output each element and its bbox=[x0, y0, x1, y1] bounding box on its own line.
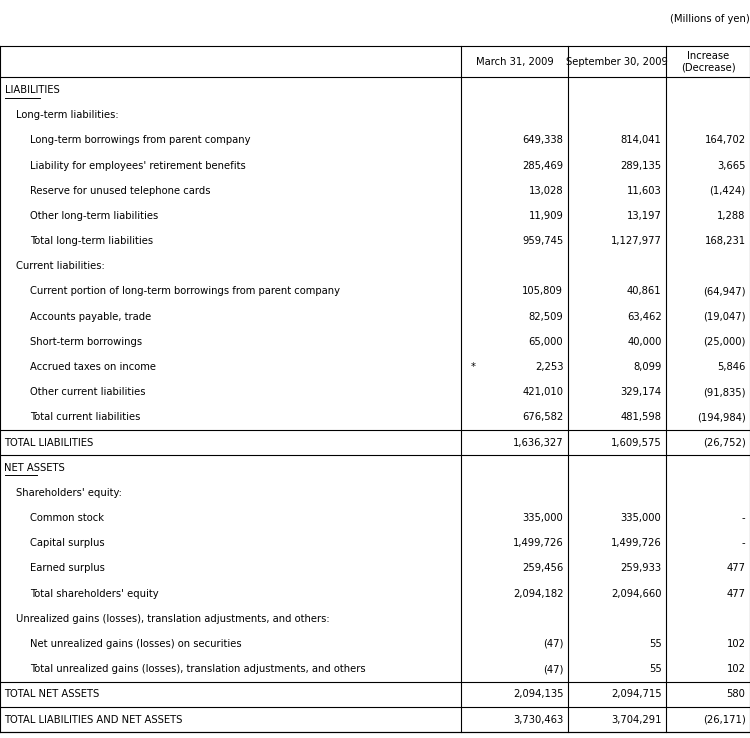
Text: 2,253: 2,253 bbox=[535, 362, 563, 372]
Text: (47): (47) bbox=[543, 664, 563, 674]
Text: TOTAL LIABILITIES: TOTAL LIABILITIES bbox=[4, 438, 94, 447]
Text: Earned surplus: Earned surplus bbox=[30, 563, 105, 573]
Text: Total shareholders' equity: Total shareholders' equity bbox=[30, 589, 159, 599]
Text: 335,000: 335,000 bbox=[621, 513, 662, 523]
Text: 13,028: 13,028 bbox=[529, 186, 563, 196]
Text: (26,171): (26,171) bbox=[703, 714, 746, 725]
Text: 477: 477 bbox=[727, 563, 746, 573]
Text: March 31, 2009: March 31, 2009 bbox=[476, 57, 554, 66]
Text: 676,582: 676,582 bbox=[522, 413, 563, 422]
Text: 649,338: 649,338 bbox=[522, 136, 563, 145]
Text: 82,509: 82,509 bbox=[529, 311, 563, 322]
Text: Current portion of long-term borrowings from parent company: Current portion of long-term borrowings … bbox=[30, 286, 340, 297]
Text: (Millions of yen): (Millions of yen) bbox=[670, 13, 750, 24]
Text: 11,909: 11,909 bbox=[528, 211, 563, 221]
Text: (25,000): (25,000) bbox=[704, 337, 746, 347]
Text: 814,041: 814,041 bbox=[621, 136, 662, 145]
Text: September 30, 2009: September 30, 2009 bbox=[566, 57, 668, 66]
Text: 285,469: 285,469 bbox=[522, 161, 563, 170]
Text: 1,499,726: 1,499,726 bbox=[610, 538, 662, 548]
Text: -: - bbox=[742, 513, 746, 523]
Text: 2,094,182: 2,094,182 bbox=[513, 589, 563, 599]
Text: 102: 102 bbox=[727, 664, 746, 674]
Text: LIABILITIES: LIABILITIES bbox=[4, 85, 59, 95]
Text: Other long-term liabilities: Other long-term liabilities bbox=[30, 211, 158, 221]
Text: (19,047): (19,047) bbox=[703, 311, 746, 322]
Text: 259,933: 259,933 bbox=[620, 563, 662, 573]
Text: 168,231: 168,231 bbox=[704, 236, 746, 246]
Text: 164,702: 164,702 bbox=[704, 136, 746, 145]
Text: 2,094,135: 2,094,135 bbox=[513, 689, 563, 700]
Text: 5,846: 5,846 bbox=[717, 362, 746, 372]
Text: *: * bbox=[470, 362, 476, 372]
Text: 40,000: 40,000 bbox=[627, 337, 662, 347]
Text: 8,099: 8,099 bbox=[633, 362, 662, 372]
Text: 1,127,977: 1,127,977 bbox=[610, 236, 662, 246]
Text: 13,197: 13,197 bbox=[627, 211, 662, 221]
Text: (1,424): (1,424) bbox=[710, 186, 746, 196]
Text: Net unrealized gains (losses) on securities: Net unrealized gains (losses) on securit… bbox=[30, 639, 242, 649]
Text: Common stock: Common stock bbox=[30, 513, 104, 523]
Text: (47): (47) bbox=[543, 639, 563, 649]
Text: 3,704,291: 3,704,291 bbox=[611, 714, 662, 725]
Text: Long-term liabilities:: Long-term liabilities: bbox=[16, 110, 119, 120]
Text: 3,665: 3,665 bbox=[717, 161, 746, 170]
Text: 481,598: 481,598 bbox=[620, 413, 662, 422]
Text: Total long-term liabilities: Total long-term liabilities bbox=[30, 236, 153, 246]
Text: 40,861: 40,861 bbox=[627, 286, 662, 297]
Text: 959,745: 959,745 bbox=[522, 236, 563, 246]
Text: (194,984): (194,984) bbox=[697, 413, 746, 422]
Text: 259,456: 259,456 bbox=[522, 563, 563, 573]
Text: Unrealized gains (losses), translation adjustments, and others:: Unrealized gains (losses), translation a… bbox=[16, 614, 330, 624]
Text: Increase
(Decrease): Increase (Decrease) bbox=[681, 51, 735, 72]
Text: Accrued taxes on income: Accrued taxes on income bbox=[30, 362, 156, 372]
Text: Short-term borrowings: Short-term borrowings bbox=[30, 337, 142, 347]
Text: 289,135: 289,135 bbox=[620, 161, 662, 170]
Text: (64,947): (64,947) bbox=[703, 286, 746, 297]
Text: Total current liabilities: Total current liabilities bbox=[30, 413, 140, 422]
Text: NET ASSETS: NET ASSETS bbox=[4, 463, 65, 473]
Text: 2,094,715: 2,094,715 bbox=[610, 689, 662, 700]
Text: Long-term borrowings from parent company: Long-term borrowings from parent company bbox=[30, 136, 251, 145]
Text: 55: 55 bbox=[649, 664, 662, 674]
Text: Accounts payable, trade: Accounts payable, trade bbox=[30, 311, 152, 322]
Text: 477: 477 bbox=[727, 589, 746, 599]
Text: Liability for employees' retirement benefits: Liability for employees' retirement bene… bbox=[30, 161, 246, 170]
Text: 105,809: 105,809 bbox=[522, 286, 563, 297]
Text: TOTAL LIABILITIES AND NET ASSETS: TOTAL LIABILITIES AND NET ASSETS bbox=[4, 714, 183, 725]
Text: 2,094,660: 2,094,660 bbox=[611, 589, 662, 599]
Text: 335,000: 335,000 bbox=[523, 513, 563, 523]
Text: -: - bbox=[742, 538, 746, 548]
Text: (26,752): (26,752) bbox=[703, 438, 746, 447]
Text: Reserve for unused telephone cards: Reserve for unused telephone cards bbox=[30, 186, 211, 196]
Text: 63,462: 63,462 bbox=[627, 311, 662, 322]
Text: 1,288: 1,288 bbox=[717, 211, 746, 221]
Text: 1,609,575: 1,609,575 bbox=[610, 438, 662, 447]
Text: 329,174: 329,174 bbox=[620, 387, 662, 397]
Text: 55: 55 bbox=[649, 639, 662, 649]
Text: Total unrealized gains (losses), translation adjustments, and others: Total unrealized gains (losses), transla… bbox=[30, 664, 366, 674]
Text: (91,835): (91,835) bbox=[703, 387, 746, 397]
Text: Current liabilities:: Current liabilities: bbox=[16, 261, 105, 272]
Text: 3,730,463: 3,730,463 bbox=[513, 714, 563, 725]
Text: 102: 102 bbox=[727, 639, 746, 649]
Text: 1,636,327: 1,636,327 bbox=[513, 438, 563, 447]
Text: 65,000: 65,000 bbox=[529, 337, 563, 347]
Text: Other current liabilities: Other current liabilities bbox=[30, 387, 146, 397]
Text: 580: 580 bbox=[727, 689, 746, 700]
Text: 1,499,726: 1,499,726 bbox=[512, 538, 563, 548]
Text: 11,603: 11,603 bbox=[627, 186, 662, 196]
Text: TOTAL NET ASSETS: TOTAL NET ASSETS bbox=[4, 689, 100, 700]
Text: Capital surplus: Capital surplus bbox=[30, 538, 104, 548]
Text: Shareholders' equity:: Shareholders' equity: bbox=[16, 488, 122, 498]
Text: 421,010: 421,010 bbox=[522, 387, 563, 397]
